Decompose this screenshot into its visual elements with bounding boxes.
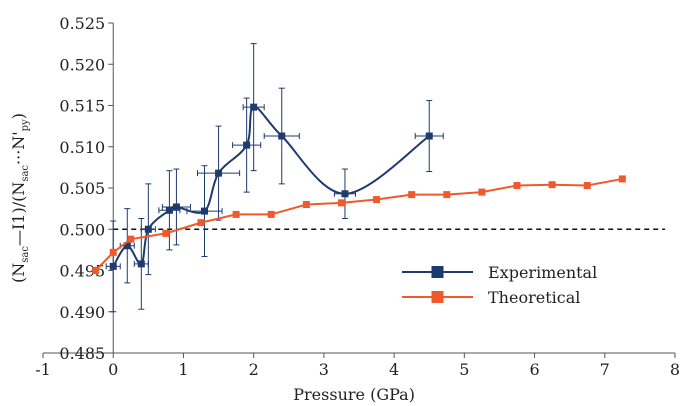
data-point [583,182,591,190]
x-tick-label: 0 [108,360,118,379]
data-point [373,196,381,204]
series-line [94,177,623,272]
data-point [267,210,275,218]
series-layer [92,43,626,313]
y-tick-label: 0.515 [59,97,105,116]
data-point [165,206,173,214]
data-point [250,103,258,111]
y-tick-label: 0.490 [59,303,105,322]
axes: 0.485 0.490 0.495 0.500 0.505 0.510 0.515 0.520… [35,14,680,379]
y-tick-label: 0.520 [59,55,105,74]
data-point [337,199,345,207]
x-tick-label: 1 [178,360,188,379]
legend: Experimental Theoretical [402,263,597,307]
y-axis-title-part: sac [20,165,31,182]
x-tick-label: 3 [319,360,329,379]
y-axis-title-part: py [20,119,31,131]
data-point [513,182,521,190]
legend-label: Experimental [488,263,597,282]
x-tick-label: 2 [249,360,259,379]
data-point [243,141,251,149]
y-axis-title: (Nsac—I1)/(Nsac···N'py) [9,113,31,283]
y-axis-title-part: ) [9,113,28,119]
legend-label: Theoretical [488,288,580,307]
y-tick-label: 0.485 [59,344,105,363]
data-point [123,242,131,250]
data-point [232,210,240,218]
data-point [618,175,626,183]
data-point [443,191,451,199]
data-point [341,190,349,198]
data-point [162,229,170,237]
data-point [109,262,117,270]
y-axis-title-part: (N [9,263,28,283]
data-point [127,235,135,243]
data-point [201,207,209,215]
series-experimental [105,43,444,313]
x-tick-label: -1 [35,360,51,379]
data-point [197,219,205,227]
data-point [109,248,117,256]
data-point [408,191,416,199]
y-tick-label: 0.525 [59,14,105,33]
data-point [92,267,100,274]
y-tick-label: 0.500 [59,220,105,239]
x-tick-label: 5 [459,360,469,379]
data-point [144,225,152,233]
data-point [278,132,286,140]
x-tick-label: 6 [529,360,539,379]
y-axis-title-part: —I1)/(N [9,182,28,246]
data-point [172,203,180,211]
x-tick-label: 8 [670,360,680,379]
y-tick-label: 0.505 [59,179,105,198]
y-axis-title-part: ···N' [9,131,28,165]
data-point [425,132,433,140]
data-point [215,169,223,177]
y-axis-title-part: sac [20,246,31,263]
y-tick-label: 0.495 [59,262,105,281]
data-point [137,260,145,268]
y-tick-label: 0.510 [59,138,105,157]
x-axis-title: Pressure (GPa) [293,385,415,404]
data-point [302,201,310,208]
legend-marker [431,291,444,303]
data-point [548,181,556,189]
series-theoretical [92,175,626,274]
x-tick-label: 4 [389,360,399,379]
series-line [112,106,430,267]
legend-marker [431,266,444,278]
data-point [478,188,486,196]
x-tick-label: 7 [600,360,610,379]
